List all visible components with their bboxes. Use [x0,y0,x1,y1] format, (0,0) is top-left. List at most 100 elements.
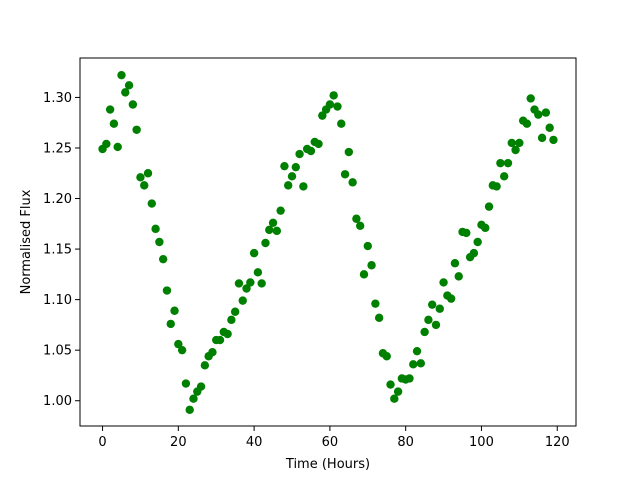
point [200,361,210,370]
point [382,352,391,361]
point [166,319,175,329]
point [492,182,501,191]
point [484,202,494,211]
point [390,394,399,403]
point [121,88,130,97]
point [541,108,551,117]
point [238,296,247,305]
point [185,405,194,415]
point [113,142,122,152]
point [151,224,160,234]
point [526,94,535,103]
point [314,139,323,149]
point [136,173,145,182]
y-tick-label: 1.00 [43,394,72,409]
point [280,161,289,171]
point [318,111,327,120]
axes-frame [79,57,577,427]
point [105,105,115,114]
point [208,347,217,357]
point [522,119,532,128]
point [367,261,376,270]
x-axis-label: Time (Hours) [285,457,370,472]
point [537,133,547,143]
point [352,214,361,223]
x-tick-label: 120 [545,435,570,450]
x-tick-label: 0 [98,435,106,450]
point [117,70,126,80]
point [409,360,418,369]
point [469,248,479,258]
point [371,299,380,308]
y-tick-label: 1.10 [43,293,72,308]
point [242,284,251,293]
point [174,339,183,349]
x-tick-label: 20 [170,435,187,450]
point [329,91,338,100]
x-tick-label: 80 [397,435,414,450]
point [143,169,153,178]
point [124,81,134,90]
point [333,102,342,111]
point [534,110,543,119]
y-tick-label: 1.15 [43,243,72,258]
point [446,294,456,303]
point [170,306,179,315]
y-tick-label: 1.05 [43,344,72,359]
point [454,272,463,281]
point [234,279,244,288]
point [155,237,164,247]
point [246,278,255,287]
point [507,138,516,148]
plot-area [98,70,558,415]
point [325,100,335,109]
x-tick-label: 40 [246,435,263,450]
point [257,279,266,288]
point [140,181,149,190]
point [284,181,293,190]
point [386,380,395,389]
point [416,359,426,368]
point [227,315,236,325]
point [181,379,191,388]
point [374,313,384,323]
point [102,139,111,149]
point [363,241,372,251]
point [287,172,297,181]
x-tick-label: 100 [469,435,494,450]
point [253,268,263,277]
point [189,394,198,403]
point [356,221,365,231]
point [545,123,554,132]
y-tick-label: 1.25 [43,141,72,156]
point [348,178,357,187]
point [272,226,282,236]
point [215,335,225,345]
point [515,138,524,148]
x-tick-label: 60 [322,435,339,450]
point [473,237,482,247]
point [503,158,513,168]
point [261,238,270,248]
point [428,300,437,309]
point [549,135,558,145]
point [299,182,308,191]
point [337,119,346,128]
point [196,382,206,391]
point [177,345,187,355]
y-axis-label: Normalised Flux [19,189,34,294]
point [109,119,119,128]
point [249,248,259,258]
point [424,315,433,325]
point [450,259,460,268]
point [265,225,274,235]
point [230,307,240,316]
point [462,228,471,238]
point [435,304,444,313]
point [295,149,304,159]
point [132,125,141,134]
point [431,320,441,330]
point [158,254,168,264]
